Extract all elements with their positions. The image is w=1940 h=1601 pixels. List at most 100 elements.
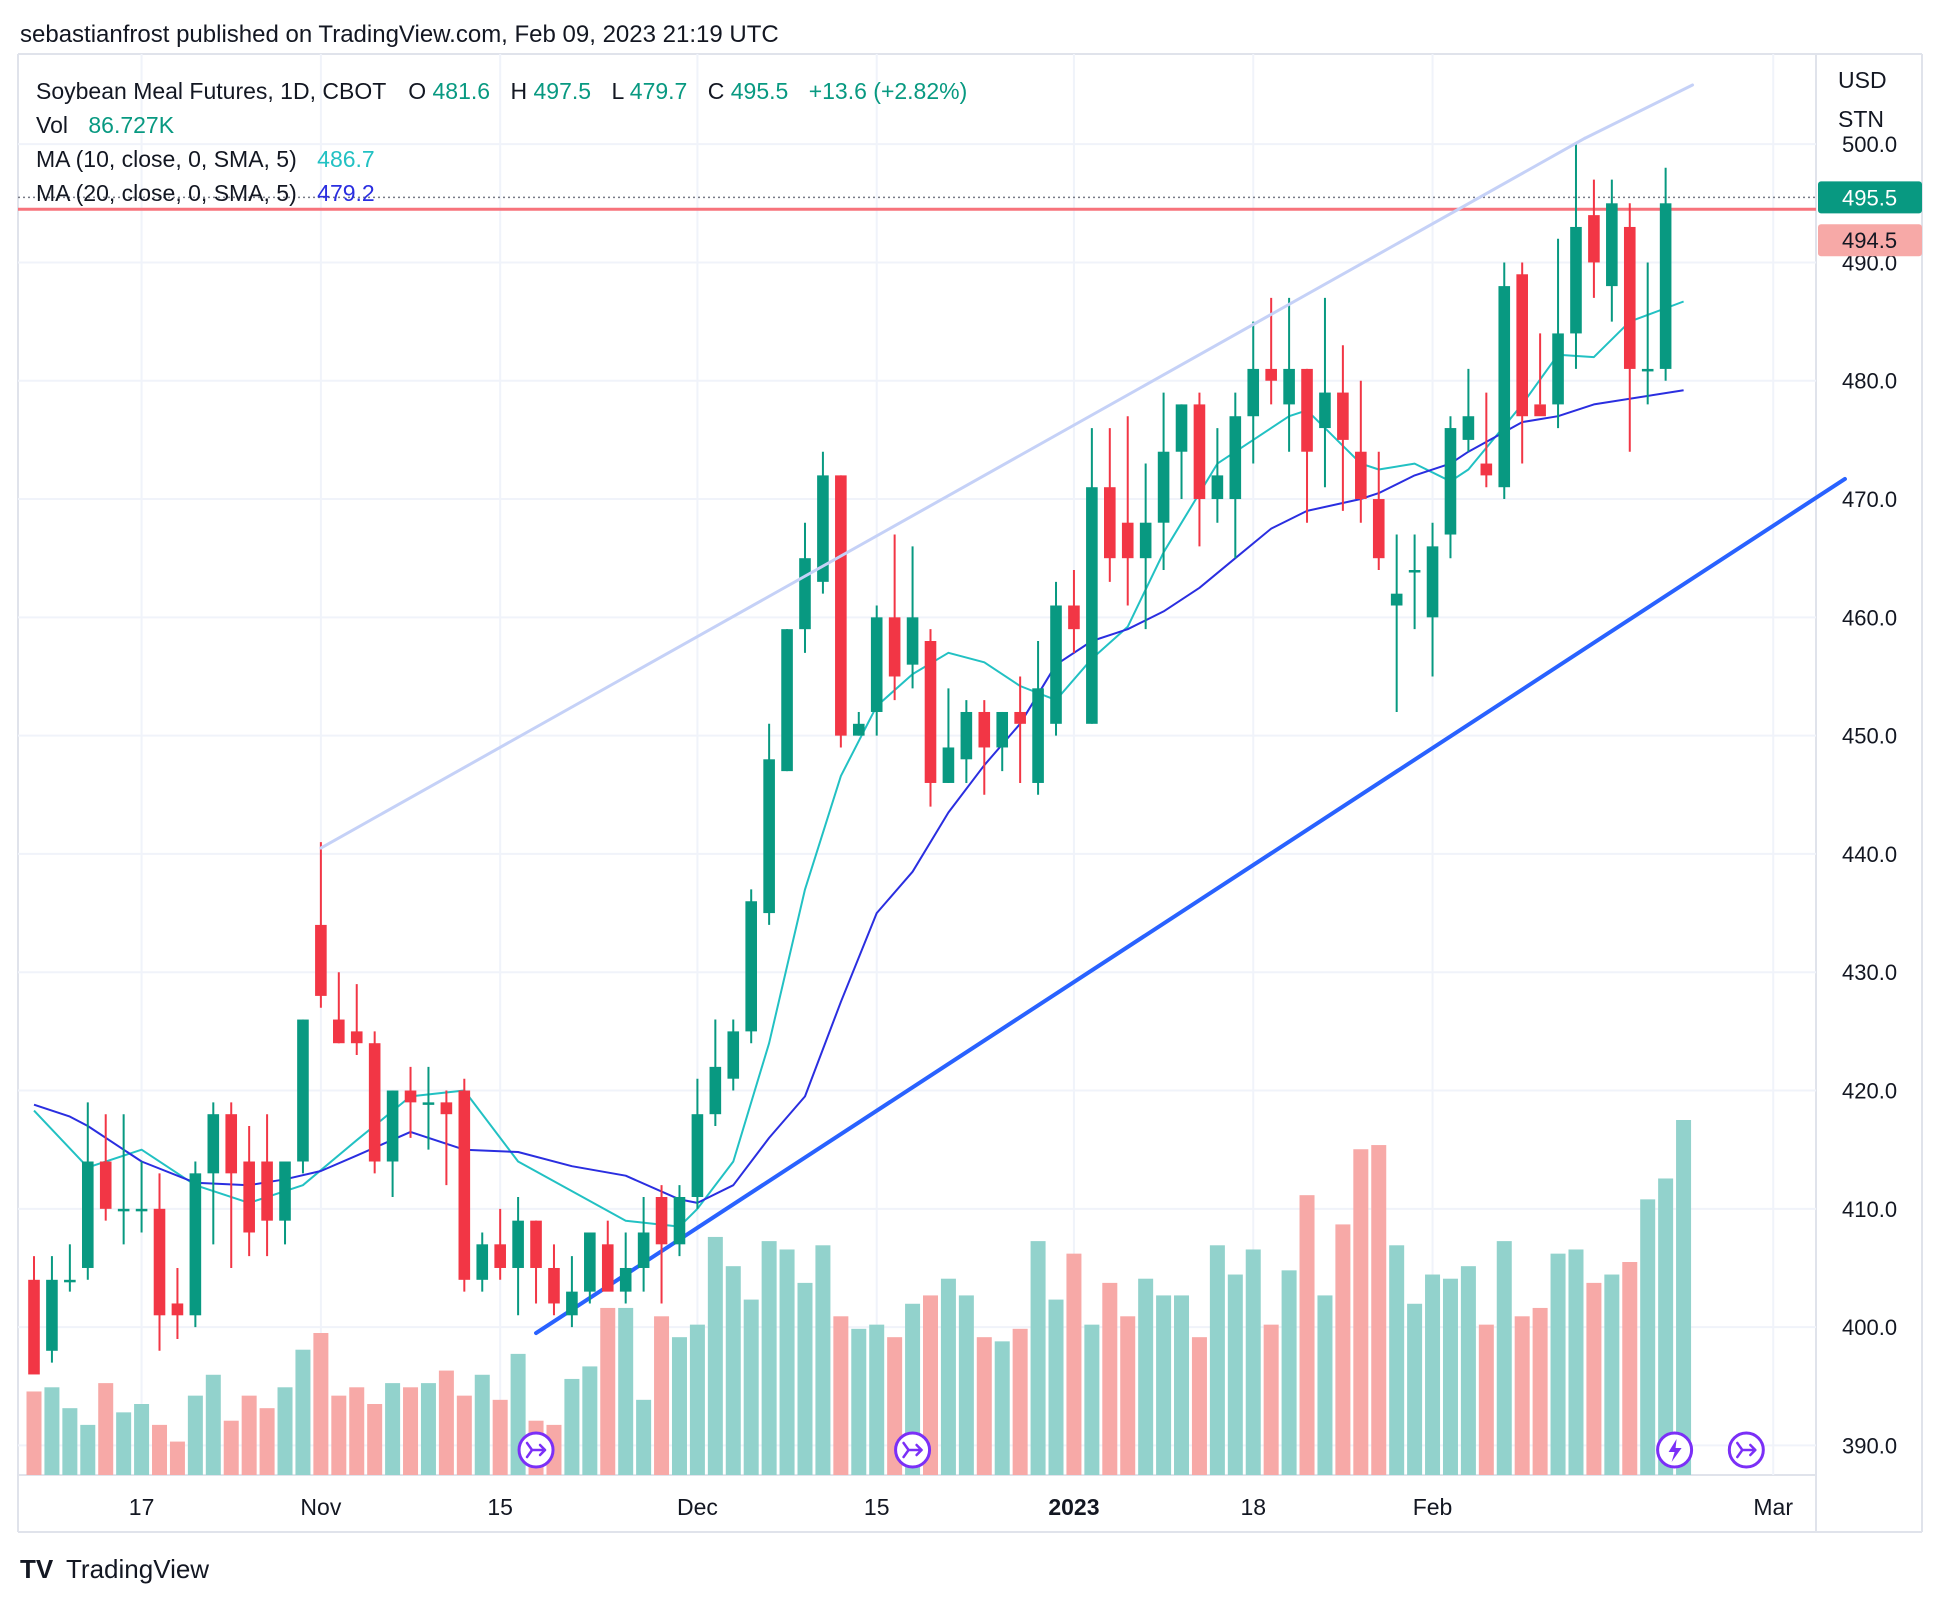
candle bbox=[763, 723, 775, 925]
currency-label[interactable]: USD bbox=[1838, 67, 1887, 93]
candle bbox=[1139, 463, 1152, 630]
volume-bar bbox=[80, 1424, 96, 1475]
candle-body bbox=[458, 1090, 471, 1280]
event-flash-icon bbox=[1656, 1431, 1694, 1469]
candle bbox=[960, 700, 973, 783]
resistance-price-tag-bg bbox=[1818, 224, 1922, 257]
candle-body bbox=[727, 1031, 740, 1079]
volume-bar bbox=[940, 1278, 956, 1475]
volume-bar bbox=[169, 1441, 185, 1475]
candle-body bbox=[1570, 226, 1582, 334]
candle-body bbox=[1641, 368, 1654, 372]
candle bbox=[1498, 262, 1511, 500]
candle bbox=[46, 1256, 58, 1363]
candle-body bbox=[1157, 451, 1170, 523]
candle-body bbox=[835, 475, 847, 736]
legend: Soybean Meal Futures, 1D, CBOT O 481.6 H… bbox=[36, 78, 967, 206]
resistance-price-text: 494.5 bbox=[1842, 228, 1897, 253]
candle-body bbox=[1588, 215, 1600, 263]
candle-body bbox=[530, 1220, 542, 1268]
symbol-title[interactable]: Soybean Meal Futures, 1D, CBOT bbox=[36, 78, 386, 104]
time-tick-label: Dec bbox=[677, 1494, 718, 1520]
last-price-text: 495.5 bbox=[1842, 185, 1897, 210]
candle bbox=[1157, 392, 1170, 571]
time-axis[interactable]: 17 Nov 15 Dec 15 2023 18 Feb Mar bbox=[129, 1494, 1794, 1520]
unit-label[interactable]: STN bbox=[1838, 106, 1884, 132]
candle-body bbox=[817, 475, 829, 582]
price-axis[interactable]: 500.0490.0480.0470.0460.0450.0440.0430.0… bbox=[1818, 132, 1922, 1458]
lower-trendline-group[interactable] bbox=[534, 476, 1847, 1336]
time-tick-label: 15 bbox=[864, 1494, 890, 1520]
candle-body bbox=[906, 617, 919, 665]
volume-bar bbox=[582, 1366, 598, 1475]
price-tick-label: 440.0 bbox=[1842, 842, 1897, 867]
volume-bar bbox=[1586, 1282, 1602, 1475]
event-markers[interactable] bbox=[517, 1431, 1765, 1469]
volume-bar bbox=[1532, 1307, 1548, 1475]
candle-body bbox=[476, 1244, 489, 1280]
candle-body bbox=[584, 1232, 596, 1292]
volume-bar bbox=[223, 1420, 239, 1475]
candle bbox=[745, 889, 757, 1044]
volume-label: Vol bbox=[36, 112, 68, 138]
candle bbox=[530, 1220, 542, 1304]
tradingview-logo[interactable]: TV TradingView bbox=[20, 1554, 209, 1584]
volume-bar bbox=[761, 1241, 777, 1475]
candle bbox=[350, 984, 363, 1056]
resistance-line-group[interactable] bbox=[18, 196, 1816, 211]
volume-bar bbox=[349, 1387, 365, 1475]
last-price-tag-bg bbox=[1818, 181, 1922, 214]
candle-body bbox=[870, 617, 883, 712]
legend-ma10-row: MA (10, close, 0, SMA, 5) 486.7 bbox=[36, 146, 375, 172]
candle bbox=[1390, 534, 1403, 712]
candle-body bbox=[1498, 286, 1511, 488]
candle-body bbox=[225, 1114, 238, 1174]
candle bbox=[243, 1126, 255, 1257]
volume-bar bbox=[1568, 1249, 1584, 1475]
candle bbox=[781, 629, 793, 772]
price-tick-label: 410.0 bbox=[1842, 1197, 1897, 1222]
volume-bar bbox=[295, 1349, 311, 1475]
candle bbox=[906, 546, 919, 689]
candle-body bbox=[1104, 487, 1116, 559]
candle-body bbox=[117, 1208, 130, 1212]
gridlines bbox=[18, 54, 1816, 1475]
candle bbox=[1641, 262, 1654, 405]
volume-bar bbox=[1658, 1178, 1674, 1475]
resistance-price-tag: 494.5 bbox=[1818, 224, 1922, 257]
candle-body bbox=[243, 1161, 255, 1233]
candle-body bbox=[996, 711, 1009, 748]
lower-trendline bbox=[534, 476, 1847, 1336]
volume-bar bbox=[654, 1316, 670, 1475]
ma20-line bbox=[33, 389, 1684, 1204]
close-value: 495.5 bbox=[731, 78, 789, 104]
volume-bar bbox=[1174, 1295, 1190, 1475]
tradingview-brand-text: TradingView bbox=[66, 1554, 209, 1584]
volume-bar bbox=[152, 1424, 168, 1475]
candle-body bbox=[1247, 368, 1260, 417]
volume-bar bbox=[259, 1408, 275, 1475]
candle bbox=[1014, 676, 1026, 783]
volume-bar bbox=[1676, 1120, 1692, 1475]
candle bbox=[279, 1161, 291, 1245]
price-tick-label: 390.0 bbox=[1842, 1433, 1897, 1458]
volume-bar bbox=[618, 1307, 634, 1475]
volume-bar bbox=[474, 1374, 490, 1475]
upper-channel-group[interactable] bbox=[319, 83, 1695, 850]
volume-bar bbox=[1138, 1278, 1154, 1475]
volume-bar bbox=[1353, 1149, 1369, 1475]
candle bbox=[1193, 392, 1206, 547]
candle bbox=[1211, 428, 1224, 523]
volume-bar bbox=[1048, 1299, 1064, 1475]
candle bbox=[888, 534, 901, 701]
candle bbox=[189, 1161, 202, 1328]
volume-bar bbox=[1478, 1324, 1494, 1475]
volume-bar bbox=[241, 1395, 257, 1475]
price-tick-label: 420.0 bbox=[1842, 1079, 1897, 1104]
candle-body bbox=[46, 1279, 58, 1351]
candle bbox=[584, 1232, 596, 1304]
candle-body bbox=[1372, 499, 1385, 559]
candle bbox=[1247, 321, 1260, 464]
candle-body bbox=[28, 1279, 40, 1375]
time-tick-label: 18 bbox=[1240, 1494, 1266, 1520]
